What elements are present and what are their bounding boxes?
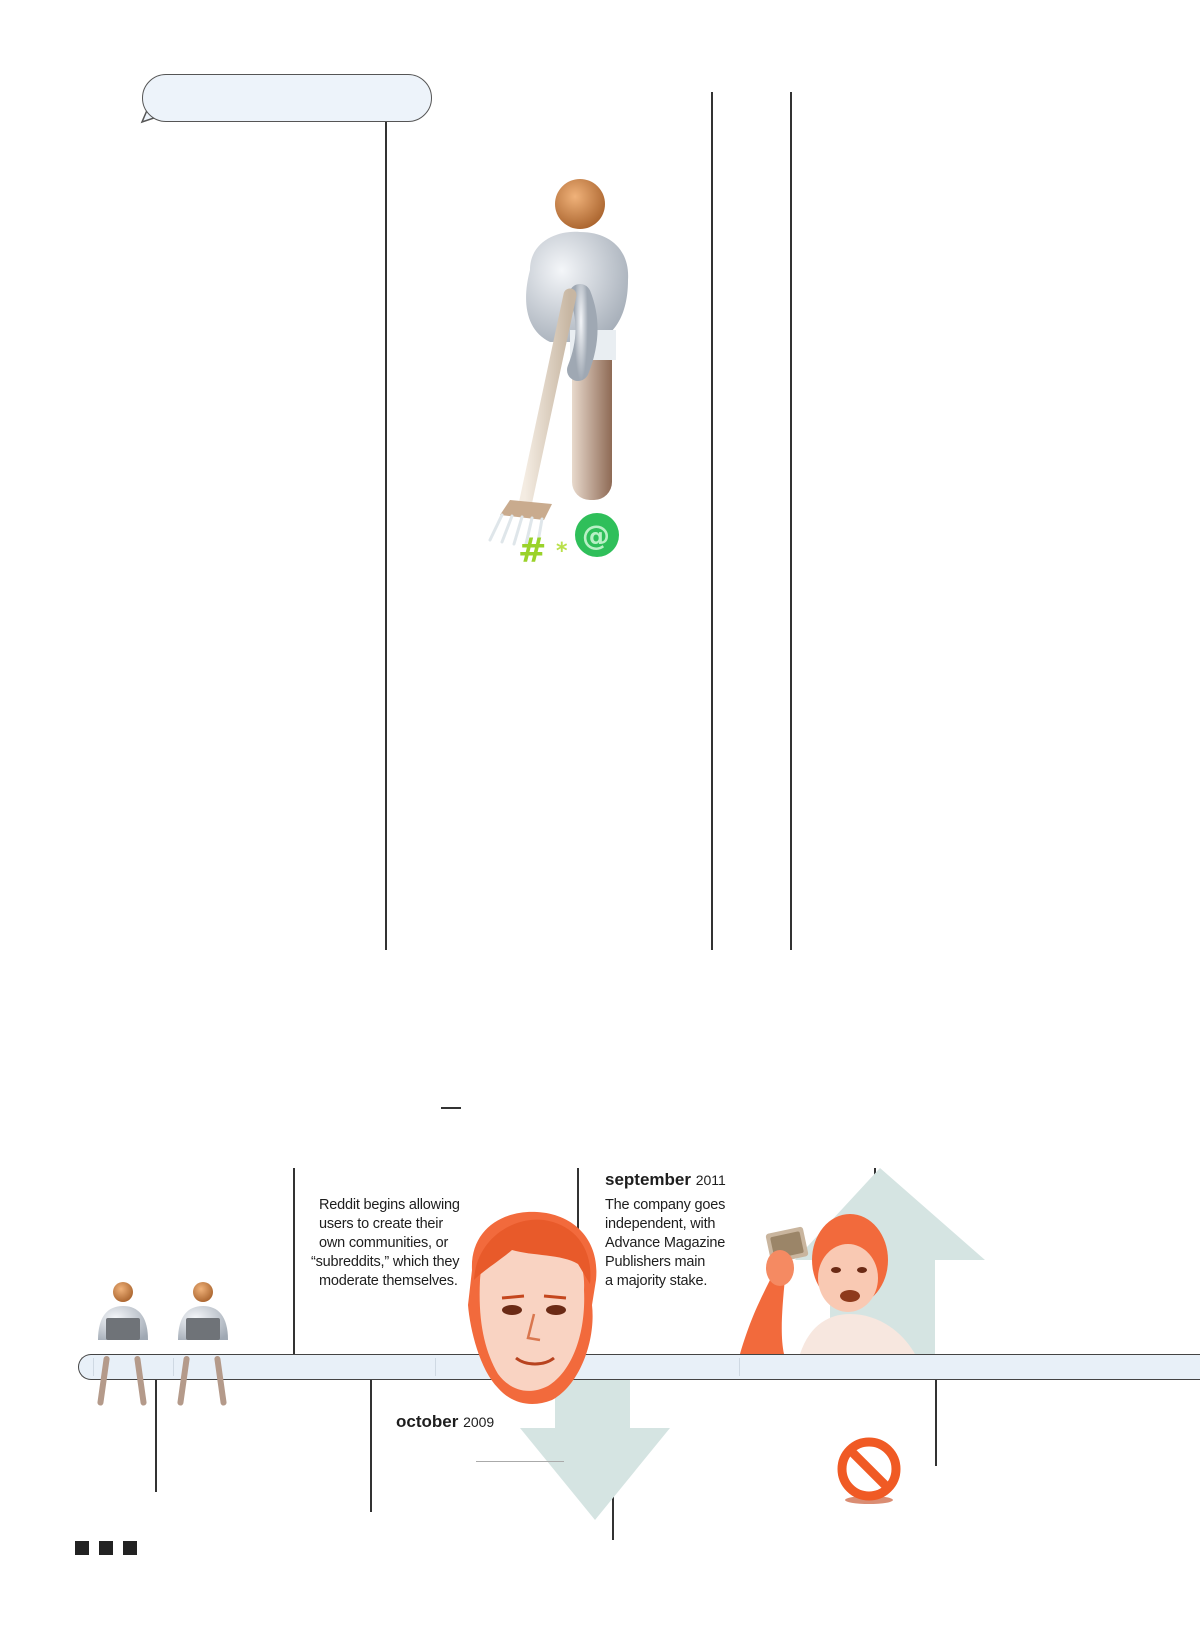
event-2009-month: october	[396, 1412, 459, 1431]
svg-text:*: *	[556, 539, 568, 564]
section-marker-dot	[99, 1541, 113, 1555]
person-with-laptop-icon	[97, 1282, 148, 1406]
date-underline	[476, 1461, 564, 1462]
event-2011-line: Advance Magazine	[605, 1235, 726, 1251]
event-2009-line: “subreddits,” which they	[311, 1254, 460, 1270]
small-dash	[441, 1107, 461, 1109]
event-2011-line: independent, with	[605, 1216, 716, 1232]
event-2011-caption: The company goes independent, with Advan…	[605, 1196, 755, 1291]
connector-below-1	[155, 1380, 157, 1492]
event-2009-date: october 2009	[396, 1412, 494, 1432]
connector-2009-caption	[293, 1168, 295, 1354]
event-2009-line: own communities, or	[319, 1235, 449, 1251]
event-2009-caption: Reddit begins allowing users to create t…	[311, 1196, 483, 1291]
sweeper-figure-illustration: # * @	[488, 179, 629, 571]
svg-text:@: @	[582, 519, 610, 552]
connector-2011-caption	[577, 1168, 579, 1276]
event-2009-line: moderate themselves.	[319, 1273, 458, 1289]
connector-below-2	[370, 1380, 372, 1512]
event-2011-line: The company goes	[605, 1197, 726, 1213]
event-2009-line: users to create their	[319, 1216, 443, 1232]
person-with-laptop-icon	[177, 1282, 228, 1406]
ban-icon	[837, 1437, 901, 1504]
section-marker-dot	[75, 1541, 89, 1555]
section-marker-dot	[123, 1541, 137, 1555]
column-rule-2	[711, 92, 713, 950]
event-2011-month: september	[605, 1170, 691, 1189]
svg-text:#: #	[518, 531, 547, 571]
money-portrait	[740, 1214, 915, 1354]
event-2009-year: 2009	[463, 1414, 495, 1430]
connector-below-4	[935, 1380, 937, 1466]
face-portrait	[468, 1211, 597, 1404]
event-2011-line: a majority stake.	[605, 1273, 708, 1289]
down-arrow-icon	[520, 1380, 670, 1520]
event-2009-line: Reddit begins allowing	[319, 1197, 460, 1213]
column-rule-3	[790, 92, 792, 950]
event-2011-date: september 2011	[605, 1170, 726, 1190]
column-rule-1	[385, 122, 387, 950]
timeline-bar	[78, 1354, 1200, 1380]
speech-bubble	[142, 74, 432, 122]
event-2011-line: Publishers main	[605, 1254, 706, 1270]
event-2011-year: 2011	[695, 1172, 726, 1188]
